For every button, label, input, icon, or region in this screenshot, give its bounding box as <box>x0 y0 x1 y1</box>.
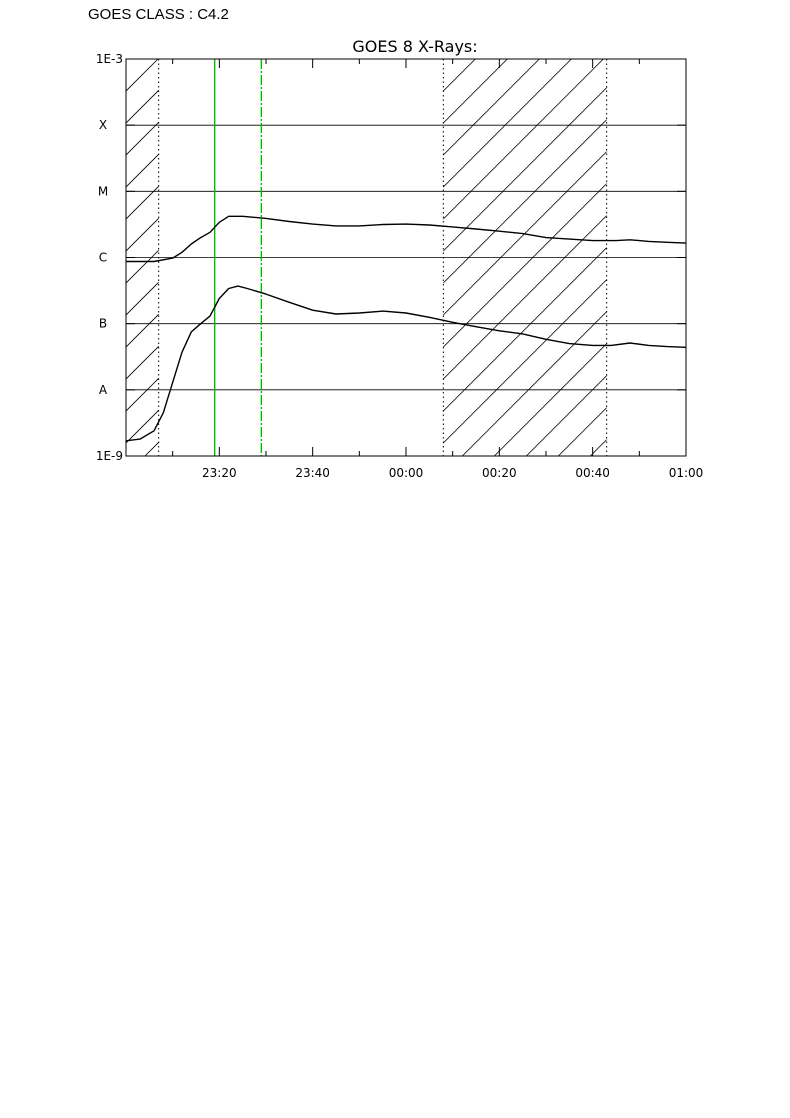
goes-class-label: GOES CLASS : C4.2 <box>88 6 229 23</box>
interval-bounds-layer <box>158 59 608 456</box>
y-tick-label-A: A <box>99 383 108 397</box>
y-tick-label-B: B <box>99 317 107 331</box>
tick-layer <box>125 58 687 457</box>
y-tick-label-M: M <box>98 184 108 198</box>
series-layer <box>126 215 686 442</box>
x-tick-label-2320: 23:20 <box>202 466 237 480</box>
x-tick-label-2340: 23:40 <box>295 466 330 480</box>
x-tick-label-0020: 00:20 <box>482 466 517 480</box>
x-tick-label-0000: 00:00 <box>389 466 424 480</box>
marker-layer <box>213 59 263 456</box>
y-tick-labels: 1E-9 A B C M X 1E-3 <box>96 52 123 463</box>
chart-title: GOES 8 X-Rays: <box>352 37 477 56</box>
series-line-2 <box>126 285 686 442</box>
series-line-1 <box>126 215 686 263</box>
grid-layer <box>126 124 686 391</box>
goes-xray-chart: GOES 8 X-Rays: 1E-9 A B C M X 1E-3 23:20 23:40 0… <box>96 37 703 480</box>
y-tick-label-X: X <box>99 118 107 132</box>
x-tick-labels: 23:20 23:40 00:00 00:20 00:40 01:00 <box>202 466 703 480</box>
x-tick-label-0100: 01:00 <box>669 466 704 480</box>
y-tick-label-1E-9: 1E-9 <box>96 449 123 463</box>
y-tick-label-C: C <box>99 251 107 265</box>
x-tick-label-0040: 00:40 <box>575 466 610 480</box>
y-tick-label-1E-3: 1E-3 <box>96 52 123 66</box>
